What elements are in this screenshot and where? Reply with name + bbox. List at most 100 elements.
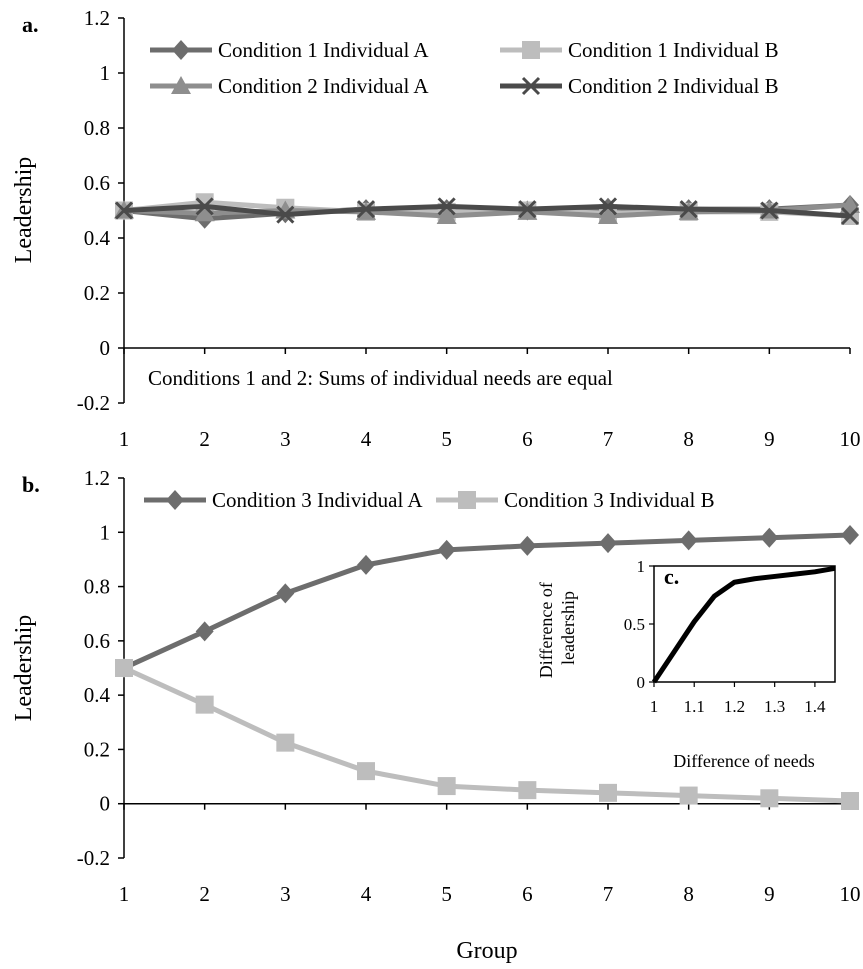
x-axis-title: Group xyxy=(456,938,517,964)
panel-0-ytick-label: 0.4 xyxy=(84,226,111,250)
panel-a-annotation: Conditions 1 and 2: Sums of individual n… xyxy=(148,366,613,390)
panel-0-ytick-label: -0.2 xyxy=(77,391,110,415)
panel-0-series-3-point xyxy=(840,206,860,226)
panel-1-series-0-point xyxy=(437,539,456,560)
panel-1-ytick-label: 0.6 xyxy=(84,629,110,653)
panel-1-series-1-point xyxy=(760,789,779,808)
panel-0-legend-1-marker xyxy=(522,41,540,59)
panel-1-xtick-label: 9 xyxy=(764,882,775,906)
panel-1-ytick-label: -0.2 xyxy=(77,846,110,870)
panel-c-ytick-label: 0.5 xyxy=(624,615,645,634)
panel-c-xtick-label: 1.2 xyxy=(724,697,745,716)
panel-0-legend-0-label: Condition 1 Individual A xyxy=(218,38,429,62)
panel-0-xtick-label: 10 xyxy=(840,427,861,451)
panel-1-xtick-label: 4 xyxy=(361,882,372,906)
panel-1-series-0-line xyxy=(122,532,851,671)
panel-1-xtick-label: 2 xyxy=(199,882,210,906)
panel-0-series-3-line xyxy=(123,203,851,219)
panel-1-xtick-label: 3 xyxy=(280,882,291,906)
panel-1-series-0-point xyxy=(599,533,617,554)
panel-0-ytick-label: 1.2 xyxy=(84,6,110,30)
panel-a-label: a. xyxy=(22,12,39,37)
panel-1-series-0-point xyxy=(357,554,375,575)
panel-1-ytick-label: 0 xyxy=(100,792,111,816)
panel-1-legend-1-label: Condition 3 Individual B xyxy=(504,488,715,512)
panel-0-series-2-point xyxy=(194,203,215,222)
panel-0-legend-2-label: Condition 2 Individual A xyxy=(218,74,429,98)
panel-1-series-1-point xyxy=(276,733,295,752)
panel-1-legend-0-label: Condition 3 Individual A xyxy=(212,488,423,512)
panel-0-xtick-label: 6 xyxy=(522,427,533,451)
panel-0-ytick-label: 0.6 xyxy=(84,171,110,195)
panel-0-legend-3-marker xyxy=(521,76,541,96)
panel-0-series-3-point xyxy=(679,200,698,219)
panel-1-series-0-point xyxy=(679,530,698,551)
panel-0-series-3-point xyxy=(195,197,214,216)
panel-0-legend-0-marker xyxy=(172,40,190,60)
panel-0-legend-1-label: Condition 1 Individual B xyxy=(568,38,779,62)
panel-0-xtick-label: 4 xyxy=(361,427,372,451)
panel-a-plot: -0.2 0 0.2 0.4 0.6 0.8 1 1.2 1 2 3 4 5 6 7 8 9 10 Conditio… xyxy=(77,6,861,451)
panel-1-xtick-label: 10 xyxy=(840,882,861,906)
panel-1-xtick-label: 5 xyxy=(441,882,452,906)
panel-0-series-3-point xyxy=(760,201,779,220)
panel-0-series-3-point xyxy=(114,201,134,220)
panel-1-xtick-label: 7 xyxy=(603,882,614,906)
panel-1-series-0-point xyxy=(760,527,779,548)
panel-c-background xyxy=(608,560,856,780)
panel-1-ytick-label: 1.2 xyxy=(84,466,110,490)
panel-c-label: c. xyxy=(664,564,679,589)
panel-0-xtick-label: 2 xyxy=(199,427,210,451)
panel-c-ylabel-line1: Difference of xyxy=(536,582,556,678)
panel-0-xtick-label: 8 xyxy=(683,427,694,451)
panel-0-xtick-label: 5 xyxy=(441,427,452,451)
panel-1-series-0-point xyxy=(841,525,859,545)
panel-1-series-1-point xyxy=(357,762,375,781)
panel-c-xlabel: Difference of needs xyxy=(673,751,815,771)
panel-c-xtick-label: 1.1 xyxy=(684,697,705,716)
panel-1-ytick-label: 0.2 xyxy=(84,737,110,761)
panel-c-ytick-label: 0 xyxy=(637,673,646,692)
panel-b-label: b. xyxy=(22,472,40,497)
panel-c-ytick-label: 1 xyxy=(637,557,646,576)
panel-0-series-3-point xyxy=(276,205,295,224)
panel-0-legend-3-label: Condition 2 Individual B xyxy=(568,74,779,98)
panel-0-series-3-point xyxy=(518,200,537,219)
panel-c-xtick-label: 1.3 xyxy=(764,697,785,716)
panel-0-xtick-label: 1 xyxy=(119,427,130,451)
panel-1-ytick-label: 1 xyxy=(100,520,111,544)
panel-c-curve xyxy=(651,565,836,684)
panel-1-ytick-label: 0.4 xyxy=(84,683,111,707)
panel-1-legend-0-marker xyxy=(166,490,184,510)
panel-1-series-1-point xyxy=(518,781,537,800)
panel-b-ylabel: Leadership xyxy=(11,615,37,722)
panel-c-xtick-label: 1 xyxy=(650,697,659,716)
panel-0-ytick-label: 1 xyxy=(100,61,111,85)
panel-0-xtick-label: 7 xyxy=(603,427,614,451)
panel-1-series-1-point xyxy=(599,783,617,802)
panel-c-inset: 1 1.1 1.2 1.3 1.4 0 0.5 1 xyxy=(608,557,856,780)
panel-1-ytick-label: 0.8 xyxy=(84,575,110,599)
panel-0-series-3-point xyxy=(598,197,618,216)
panel-1-series-0-point xyxy=(518,535,537,556)
panel-1-series-1-point xyxy=(841,792,859,810)
panel-1-series-1-line xyxy=(122,665,851,804)
panel-1-series-1-point xyxy=(115,659,133,677)
panel-1-series-0-point xyxy=(276,583,295,604)
panel-0-series-3-point xyxy=(437,197,456,216)
panel-1-series-1-point xyxy=(195,695,214,714)
panel-0-xtick-label: 9 xyxy=(764,427,775,451)
panel-1-xtick-label: 1 xyxy=(119,882,130,906)
panel-c-ylabel: Difference of leadership xyxy=(536,578,578,679)
panel-1-series-1-point xyxy=(437,777,456,796)
panel-0-legend-2-marker xyxy=(171,76,191,94)
panel-1-series-1-point xyxy=(679,786,698,805)
panel-1-xtick-label: 8 xyxy=(683,882,694,906)
panel-c-ylabel-line2: leadership xyxy=(558,591,578,665)
panel-c-xtick-label: 1.4 xyxy=(804,697,826,716)
panel-0-xtick-label: 3 xyxy=(280,427,291,451)
panel-b-plot: -0.200.20.40.60.811.21 2 3 4 5 6 7 8 9 10Conditio… xyxy=(77,466,861,906)
panel-a-ylabel: Leadership xyxy=(11,157,37,264)
panel-0-series-2-point xyxy=(436,206,457,224)
